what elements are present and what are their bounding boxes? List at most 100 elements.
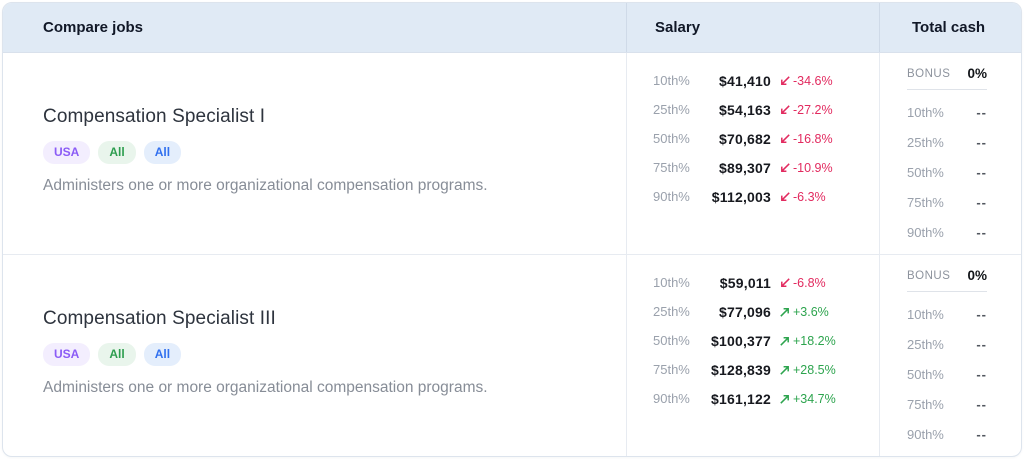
- job-info-cell: Compensation Specialist I USA All All Ad…: [3, 53, 626, 254]
- cash-percentile-row: 50th% --: [907, 157, 987, 187]
- tag-country: USA: [43, 141, 91, 164]
- tag-list: USA All All: [43, 141, 596, 164]
- percentile-label: 50th%: [653, 131, 690, 146]
- change-percent: +34.7%: [793, 391, 836, 406]
- bonus-label: BONUS: [907, 269, 951, 282]
- job-title: Compensation Specialist I: [43, 106, 266, 128]
- change-percent: -10.9%: [793, 160, 833, 175]
- salary-change: -6.3%: [771, 190, 841, 204]
- percentile-label: 75th%: [653, 160, 690, 175]
- arrow-down-left-icon: [779, 75, 791, 87]
- percentile-label: 75th%: [907, 396, 944, 412]
- salary-value: $128,839: [711, 361, 771, 378]
- salary-value: $54,163: [718, 101, 771, 118]
- arrow-down-left-icon: [779, 277, 791, 289]
- arrow-down-left-icon: [779, 104, 791, 116]
- tag-filter: All: [98, 343, 136, 366]
- change-percent: -6.3%: [793, 189, 826, 204]
- empty-value-dashes: --: [976, 134, 987, 150]
- empty-value-dashes: --: [976, 336, 987, 352]
- salary-value: $59,011: [719, 274, 771, 291]
- change-percent: +3.6%: [793, 304, 829, 319]
- change-percent: +18.2%: [793, 333, 836, 348]
- bonus-label: BONUS: [907, 67, 951, 80]
- percentile-label: 75th%: [907, 194, 944, 210]
- salary-cell: 10th% $59,011 -6.8% 25th% $77,096 +3.6%: [626, 255, 879, 456]
- change-percent: -34.6%: [793, 73, 833, 88]
- salary-percentile-row: 90th% $112,003 -6.3%: [653, 182, 841, 211]
- salary-percentile-row: 25th% $54,163 -27.2%: [653, 95, 841, 124]
- percentile-label: 25th%: [653, 102, 690, 117]
- percentile-label: 25th%: [907, 336, 944, 352]
- salary-percentile-row: 50th% $70,682 -16.8%: [653, 124, 841, 153]
- cash-percentile-row: 10th% --: [907, 97, 987, 127]
- percentile-label: 90th%: [653, 189, 690, 204]
- table-row[interactable]: Compensation Specialist I USA All All Ad…: [3, 53, 1021, 254]
- empty-value-dashes: --: [976, 396, 987, 412]
- empty-value-dashes: --: [976, 104, 987, 120]
- cash-percentile-row: 50th% --: [907, 359, 987, 389]
- column-header-salary: Salary: [626, 3, 879, 52]
- salary-cell: 10th% $41,410 -34.6% 25th% $54,163 -27.2…: [626, 53, 879, 254]
- salary-percentile-row: 10th% $59,011 -6.8%: [653, 268, 841, 297]
- empty-value-dashes: --: [976, 194, 987, 210]
- salary-change: -34.6%: [771, 74, 841, 88]
- job-description: Administers one or more organizational c…: [43, 378, 488, 396]
- percentile-label: 50th%: [653, 333, 690, 348]
- salary-percentile-row: 25th% $77,096 +3.6%: [653, 297, 841, 326]
- percentile-label: 90th%: [653, 391, 690, 406]
- change-percent: -27.2%: [793, 102, 833, 117]
- cash-percentile-row: 90th% --: [907, 217, 987, 247]
- salary-change: -10.9%: [771, 161, 841, 175]
- salary-change: +18.2%: [771, 334, 841, 348]
- salary-value: $70,682: [718, 130, 771, 147]
- tag-filter: All: [143, 141, 182, 164]
- arrow-up-right-icon: [779, 393, 791, 405]
- arrow-up-right-icon: [779, 335, 791, 347]
- bonus-value: 0%: [967, 268, 987, 283]
- salary-change: +3.6%: [771, 305, 841, 319]
- job-description: Administers one or more organizational c…: [43, 176, 488, 194]
- percentile-label: 50th%: [907, 366, 944, 382]
- percentile-label: 10th%: [653, 73, 690, 88]
- salary-change: +34.7%: [771, 392, 841, 406]
- arrow-up-right-icon: [779, 306, 791, 318]
- change-percent: -6.8%: [793, 275, 826, 290]
- salary-value: $100,377: [711, 332, 771, 349]
- salary-change: -6.8%: [771, 276, 841, 290]
- job-title: Compensation Specialist III: [43, 308, 276, 330]
- job-info-cell: Compensation Specialist III USA All All …: [3, 255, 626, 456]
- empty-value-dashes: --: [976, 366, 987, 382]
- salary-change: -27.2%: [771, 103, 841, 117]
- cash-percentile-row: 90th% --: [907, 419, 987, 449]
- salary-percentile-row: 10th% $41,410 -34.6%: [653, 66, 841, 95]
- cash-percentile-row: 75th% --: [907, 187, 987, 217]
- cash-percentile-row: 10th% --: [907, 299, 987, 329]
- arrow-down-left-icon: [779, 133, 791, 145]
- percentile-label: 25th%: [653, 304, 690, 319]
- bonus-value: 0%: [967, 66, 987, 81]
- total-cash-cell: BONUS 0% 10th% -- 25th% -- 50th% -- 75th…: [879, 255, 1021, 456]
- salary-value: $41,410: [718, 72, 771, 89]
- tag-country: USA: [43, 343, 91, 366]
- salary-value: $89,307: [718, 159, 771, 176]
- salary-percentile-row: 75th% $89,307 -10.9%: [653, 153, 841, 182]
- cash-percentile-row: 75th% --: [907, 389, 987, 419]
- percentile-label: 75th%: [653, 362, 690, 377]
- total-cash-cell: BONUS 0% 10th% -- 25th% -- 50th% -- 75th…: [879, 53, 1021, 254]
- tag-list: USA All All: [43, 343, 596, 366]
- cash-percentile-row: 25th% --: [907, 329, 987, 359]
- percentile-label: 90th%: [907, 426, 944, 442]
- percentile-label: 90th%: [907, 224, 944, 240]
- column-header-compare-jobs: Compare jobs: [43, 19, 144, 36]
- empty-value-dashes: --: [976, 224, 987, 240]
- bonus-row: BONUS 0%: [907, 268, 987, 292]
- bonus-row: BONUS 0%: [907, 66, 987, 90]
- table-row[interactable]: Compensation Specialist III USA All All …: [3, 254, 1021, 456]
- empty-value-dashes: --: [976, 426, 987, 442]
- salary-value: $161,122: [711, 390, 771, 407]
- tag-filter: All: [143, 343, 182, 366]
- percentile-label: 50th%: [907, 164, 944, 180]
- percentile-label: 10th%: [907, 104, 944, 120]
